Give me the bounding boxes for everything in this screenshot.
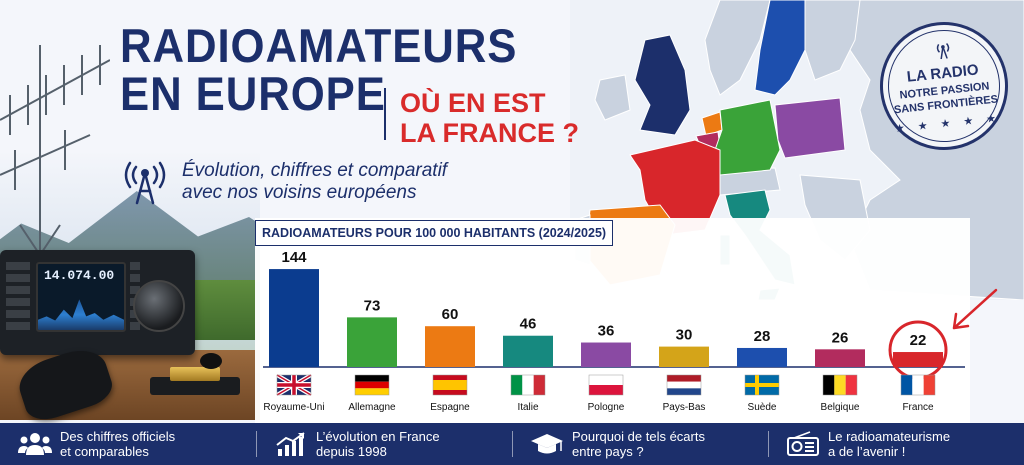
highlight-arrow-icon [952,288,998,330]
category-label: Pays-Bas [663,402,706,413]
page-title: RADIOAMATEURS EN EUROPE [120,22,517,118]
footer-text: Le radioamateurisme [828,429,951,444]
tagline: Évolution, chiffres et comparatif avec n… [182,160,447,204]
flag-it-icon [510,374,546,396]
land-ireland [594,74,631,121]
bar-value-label: 22 [910,332,927,349]
frequency-readout: 14.074.00 [44,268,115,283]
bar-value-label: 46 [520,316,537,333]
bar-value-label: 36 [598,323,615,340]
radio-buttons [6,262,30,334]
page-subtitle: OÙ EN EST LA FRANCE ? [400,88,579,148]
category-label: Royaume-Uni [263,402,324,413]
tuning-knob [133,280,185,332]
subtitle-line-2: LA FRANCE ? [400,118,579,148]
bar-belgique [815,349,865,367]
radio-icon [787,431,819,456]
map-germany [714,99,781,176]
morse-key-icon [140,345,250,395]
footer-text: depuis 1998 [316,444,387,459]
footer-item-gaps: Pourquoi de tels écarts entre pays ? [512,423,768,465]
map-sweden [754,0,806,96]
footer-text: Pourquoi de tels écarts [572,429,705,444]
footer-item-official-figures: Des chiffres officiels et comparables [0,423,256,465]
footer-item-future: Le radioamateurisme a de l’avenir ! [768,423,1024,465]
flag-fr-icon [900,374,936,396]
bar-value-label: 73 [364,297,381,314]
bar-value-label: 60 [442,306,459,323]
flag-pl-icon [588,374,624,396]
passion-stamp: LA RADIO NOTRE PASSION SANS FRONTIÈRES ★… [873,15,1015,157]
footer-text: a de l’avenir ! [828,444,906,459]
growth-chart-icon [276,432,305,456]
bar-royaume-uni [269,269,319,367]
bar-value-label: 28 [754,328,771,345]
tagline-line-2: avec nos voisins européens [182,182,417,203]
bar-value-label: 30 [676,327,693,344]
radio-tower-icon [124,161,166,205]
flag-uk-icon [275,373,313,397]
footer-text: entre pays ? [572,444,644,459]
antenna-icon [936,42,950,60]
spectrum-display [38,299,124,330]
bar-pays-bas [659,346,709,367]
category-label: Pologne [588,402,625,413]
footer-text: et comparables [60,444,149,459]
subtitle-line-1: OÙ EN EST [400,88,546,118]
bar-suède [737,347,787,367]
footer-text: Des chiffres officiels [60,429,176,444]
flag-be-icon [822,374,858,396]
category-label: Suède [748,402,777,413]
tagline-line-1: Évolution, chiffres et comparatif [182,160,448,181]
category-label: Italie [517,402,539,413]
category-label: France [902,402,934,413]
bar-value-label: 144 [281,249,307,266]
bar-allemagne [347,317,397,367]
bar-pologne [581,342,631,367]
title-divider [384,88,386,140]
chart-title: RADIOAMATEURS POUR 100 000 HABITANTS (20… [262,226,607,240]
bar-france [893,352,943,367]
title-line-2: EN EUROPE [120,67,386,120]
graduation-cap-icon [531,434,563,454]
bar-value-label: 26 [832,329,849,346]
category-label: Allemagne [348,402,396,413]
highlight-circle [888,320,948,380]
hf-transceiver: 14.074.00 [0,250,195,355]
category-label: Espagne [430,402,470,413]
radio-display: 14.074.00 [36,262,126,332]
yagi-antenna-icon [0,45,110,255]
bar-chart: 144 Royaume-Uni 73 Allemagne 60 Espagne 46 Ital… [263,249,998,413]
bar-italie [503,335,553,367]
map-uk [634,34,691,136]
bar-espagne [425,326,475,367]
people-icon [18,433,52,455]
map-poland [774,97,846,159]
chart-title-box: RADIOAMATEURS POUR 100 000 HABITANTS (20… [255,220,614,246]
category-label: Belgique [821,402,860,413]
flag-de-icon [354,374,390,396]
footer-item-evolution: L’évolution en France depuis 1998 [256,423,512,465]
title-line-1: RADIOAMATEURS [120,19,518,72]
flag-es-icon [432,374,468,396]
footer-bar: Des chiffres officiels et comparables L’é… [0,423,1024,465]
footer-text: L’évolution en France [316,429,440,444]
flag-nl-icon [666,374,702,396]
flag-se-icon [744,374,780,396]
